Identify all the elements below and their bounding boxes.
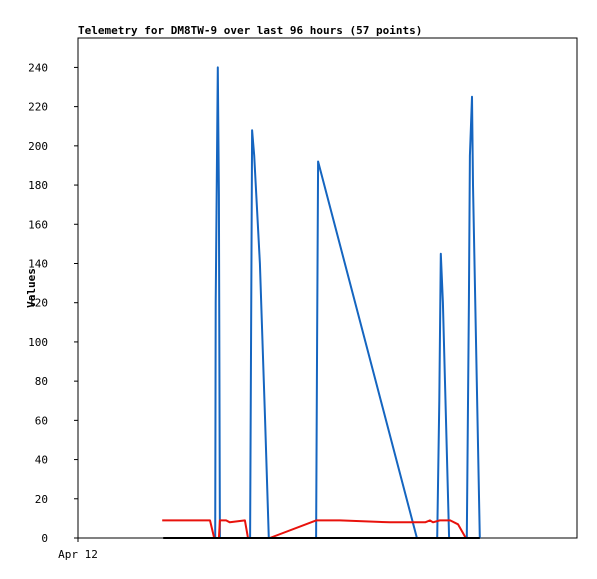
y-tick-label: 220 (28, 101, 48, 114)
plot-frame (77, 37, 578, 539)
y-tick-label: 180 (28, 179, 48, 192)
y-tick-label: 80 (35, 375, 48, 388)
y-tick-label: 120 (28, 297, 48, 310)
chart-title: Telemetry for DM8TW-9 over last 96 hours… (78, 24, 422, 37)
y-tick-label: 100 (28, 336, 48, 349)
series-line (162, 519, 467, 539)
y-tick-label: 20 (35, 493, 48, 506)
y-tick-label: 200 (28, 140, 48, 153)
y-tick-label: 160 (28, 218, 48, 231)
y-tick-label: 140 (28, 257, 48, 270)
y-axis-label: Values (25, 268, 38, 308)
x-tick-label: Apr 12 (58, 548, 98, 561)
y-tick-label: 240 (28, 61, 48, 74)
y-tick-label: 60 (35, 414, 48, 427)
y-tick-label: 40 (35, 454, 48, 467)
y-tick-label: 0 (41, 532, 48, 545)
series-line (214, 66, 481, 539)
